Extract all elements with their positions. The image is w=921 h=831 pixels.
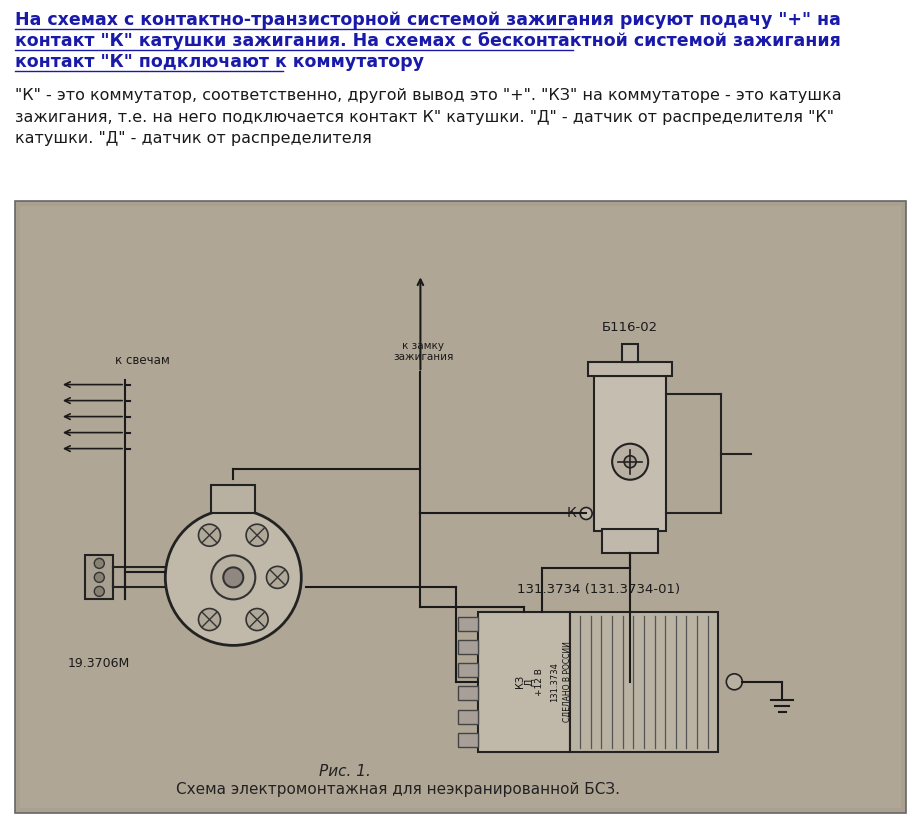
Text: +12 В: +12 В bbox=[535, 668, 544, 696]
Text: Схема электромонтажная для неэкранированной БСЗ.: Схема электромонтажная для неэкранирован… bbox=[176, 782, 620, 797]
Text: Д: Д bbox=[525, 678, 535, 686]
Circle shape bbox=[624, 455, 636, 468]
Bar bbox=[459, 710, 478, 724]
Text: "К" - это коммутатор, соответственно, другой вывод это "+". "КЗ" на коммутаторе : "К" - это коммутатор, соответственно, др… bbox=[15, 88, 842, 146]
Bar bbox=[459, 733, 478, 747]
Circle shape bbox=[211, 555, 255, 599]
Bar bbox=[211, 485, 255, 514]
Circle shape bbox=[266, 567, 288, 588]
Circle shape bbox=[165, 509, 301, 646]
Circle shape bbox=[727, 674, 742, 690]
Circle shape bbox=[94, 558, 104, 568]
Bar bbox=[459, 686, 478, 701]
Text: 131.3734: 131.3734 bbox=[551, 661, 559, 701]
Bar bbox=[86, 555, 113, 599]
Circle shape bbox=[246, 608, 268, 631]
Bar bbox=[20, 206, 901, 808]
Circle shape bbox=[223, 568, 243, 588]
Text: к свечам: к свечам bbox=[115, 354, 169, 366]
Bar bbox=[623, 345, 638, 362]
Circle shape bbox=[94, 587, 104, 597]
Text: СДЕЛАНО В РОССИИ: СДЕЛАНО В РОССИИ bbox=[563, 642, 571, 722]
Circle shape bbox=[246, 524, 268, 546]
Text: Рис. 1.: Рис. 1. bbox=[319, 764, 370, 779]
Bar bbox=[459, 617, 478, 631]
Text: 19.3706М: 19.3706М bbox=[68, 657, 131, 671]
Text: контакт "К" катушки зажигания. На схемах с бесконтактной системой зажигания: контакт "К" катушки зажигания. На схемах… bbox=[15, 32, 841, 50]
Bar bbox=[589, 362, 672, 376]
Text: На схемах с контактно-транзисторной системой зажигания рисуют подачу "+" на: На схемах с контактно-транзисторной сист… bbox=[15, 11, 841, 29]
Bar bbox=[569, 612, 718, 752]
Bar bbox=[459, 640, 478, 654]
Text: 131.3734 (131.3734-01): 131.3734 (131.3734-01) bbox=[517, 583, 680, 596]
Text: Б116-02: Б116-02 bbox=[602, 322, 659, 335]
Text: контакт "К" подключают к коммутатору: контакт "К" подключают к коммутатору bbox=[15, 53, 424, 71]
Text: к замку
зажигания: к замку зажигания bbox=[393, 341, 454, 362]
Text: КЗ: КЗ bbox=[515, 676, 525, 688]
Bar bbox=[602, 529, 659, 553]
Bar bbox=[478, 612, 569, 752]
Circle shape bbox=[94, 573, 104, 583]
Circle shape bbox=[580, 508, 592, 519]
Circle shape bbox=[199, 524, 220, 546]
Circle shape bbox=[199, 608, 220, 631]
Bar bbox=[459, 663, 478, 677]
Bar bbox=[594, 376, 666, 532]
Circle shape bbox=[612, 444, 648, 479]
Bar bbox=[15, 201, 906, 813]
Text: К: К bbox=[566, 506, 576, 520]
